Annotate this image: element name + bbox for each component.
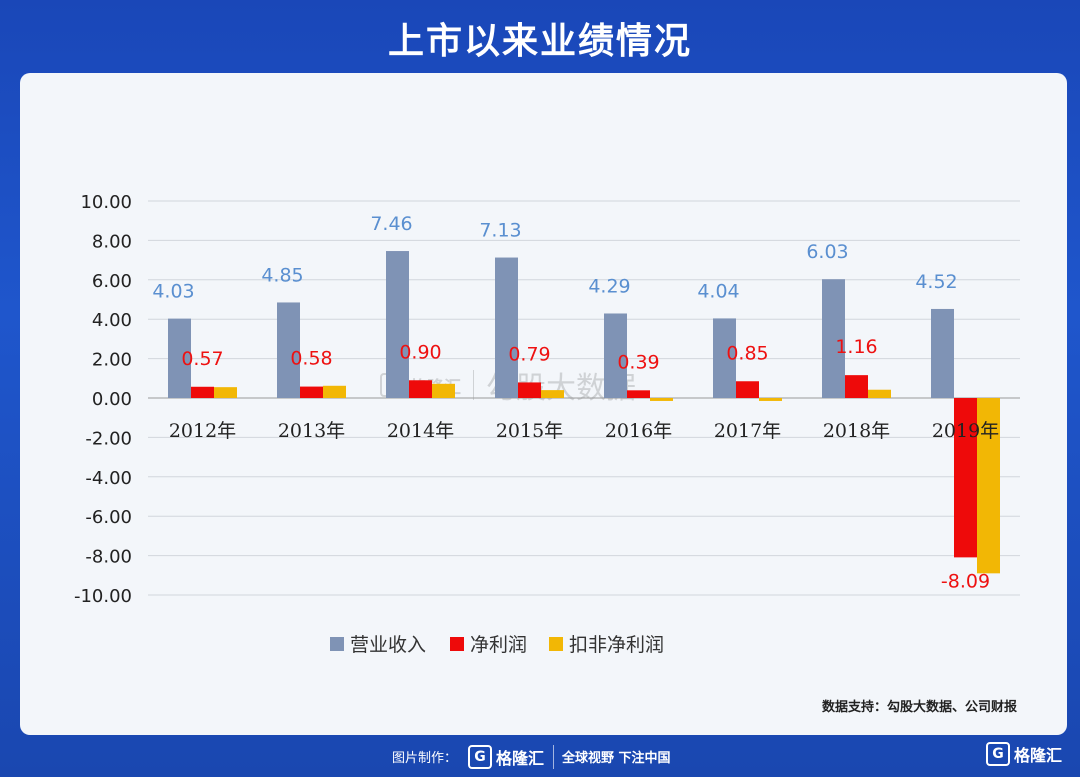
- y-tick-label: 8.00: [92, 231, 132, 252]
- revenue-data-label: 4.29: [588, 275, 630, 297]
- net-profit-data-label: 0.90: [399, 341, 441, 363]
- net-profit-bar: [518, 382, 541, 398]
- x-tick-label: 2015年: [496, 420, 563, 442]
- revenue-bar: [931, 308, 954, 398]
- x-tick-label: 2016年: [605, 420, 672, 442]
- net-profit-data-label: 0.58: [290, 348, 332, 370]
- deducted-profit-bar: [977, 398, 1000, 574]
- x-tick-label: 2018年: [823, 420, 890, 442]
- net-profit-bar: [954, 398, 977, 558]
- revenue-data-label: 6.03: [806, 241, 848, 263]
- footer-logo: G 格隆汇: [468, 743, 544, 771]
- y-tick-label: -2.00: [85, 428, 132, 449]
- deducted-profit-bar: [214, 387, 237, 398]
- legend-label: 净利润: [470, 634, 527, 656]
- page-title: 上市以来业绩情况: [387, 21, 692, 62]
- legend-swatch: [549, 637, 563, 651]
- x-tick-label: 2019年: [932, 420, 999, 442]
- revenue-bar: [495, 257, 518, 398]
- chart-card: G 格隆汇 勾股大数据 10.008.006.004.002.000.00-2.…: [20, 73, 1067, 735]
- net-profit-bar: [409, 380, 432, 398]
- net-profit-bar: [627, 390, 650, 398]
- net-profit-bar: [191, 386, 214, 398]
- revenue-bar: [168, 318, 191, 398]
- revenue-bar: [604, 313, 627, 398]
- source-note: 数据支持：勾股大数据、公司财报: [821, 700, 1017, 715]
- y-tick-label: -10.00: [74, 586, 132, 607]
- legend-swatch: [330, 637, 344, 651]
- brand-logo-icon: G: [468, 745, 492, 769]
- x-tick-label: 2014年: [387, 420, 454, 442]
- corner-brand: 格隆汇: [1013, 746, 1062, 765]
- footer-divider: [553, 745, 554, 769]
- footer-brand: 格隆汇: [496, 749, 545, 768]
- net-profit-bar: [845, 375, 868, 398]
- x-tick-label: 2017年: [714, 420, 781, 442]
- net-profit-data-label: 0.79: [508, 343, 550, 365]
- legend-label: 营业收入: [350, 634, 426, 656]
- y-tick-label: -4.00: [85, 468, 132, 489]
- y-tick-label: 6.00: [92, 271, 132, 292]
- legend-swatch: [450, 637, 464, 651]
- deducted-profit-bar: [868, 389, 891, 398]
- net-profit-data-label: 0.85: [726, 342, 768, 364]
- deducted-profit-bar: [323, 385, 346, 398]
- revenue-bar: [822, 279, 845, 398]
- deducted-profit-bar: [541, 390, 564, 398]
- net-profit-data-label: -8.09: [941, 570, 990, 592]
- corner-logo-icon: G: [985, 742, 1010, 766]
- revenue-bar: [386, 251, 409, 398]
- y-tick-label: 0.00: [92, 389, 132, 410]
- footer: 图片制作： G 格隆汇 全球视野 下注中国: [0, 737, 1080, 777]
- net-profit-bar: [736, 381, 759, 398]
- revenue-data-label: 4.85: [261, 264, 303, 286]
- y-tick-label: 4.00: [92, 310, 132, 331]
- deducted-profit-bar: [650, 398, 673, 401]
- corner-logo: G 格隆汇: [985, 742, 1062, 766]
- bar-chart: 10.00 8.00 6.00 4.00 2.00 0.00 -2.00 -4.00 -6.00…: [74, 192, 1020, 656]
- revenue-data-label: 7.13: [479, 220, 521, 242]
- net-profit-bar: [300, 386, 323, 398]
- made-by-label: 图片制作：: [392, 751, 458, 766]
- net-profit-data-label: 0.57: [181, 348, 223, 370]
- x-tick-label: 2013年: [278, 420, 345, 442]
- deducted-profit-bar: [432, 383, 455, 398]
- y-tick-label: -6.00: [85, 507, 132, 528]
- net-profit-data-label: 0.39: [617, 351, 659, 373]
- revenue-data-label: 4.03: [152, 281, 194, 303]
- revenue-data-label: 7.46: [370, 213, 412, 235]
- revenue-data-label: 4.52: [915, 271, 957, 293]
- y-tick-label: -8.00: [85, 547, 132, 568]
- legend-label: 扣非净利润: [569, 634, 664, 656]
- revenue-data-label: 4.04: [697, 280, 739, 302]
- y-tick-label: 2.00: [92, 350, 132, 371]
- revenue-bar: [713, 318, 736, 398]
- net-profit-data-label: 1.16: [835, 336, 877, 358]
- y-tick-label: 10.00: [80, 192, 132, 213]
- x-tick-label: 2012年: [169, 420, 236, 442]
- footer-slogan: 全球视野 下注中国: [562, 751, 671, 766]
- deducted-profit-bar: [759, 398, 782, 401]
- revenue-bar: [277, 302, 300, 398]
